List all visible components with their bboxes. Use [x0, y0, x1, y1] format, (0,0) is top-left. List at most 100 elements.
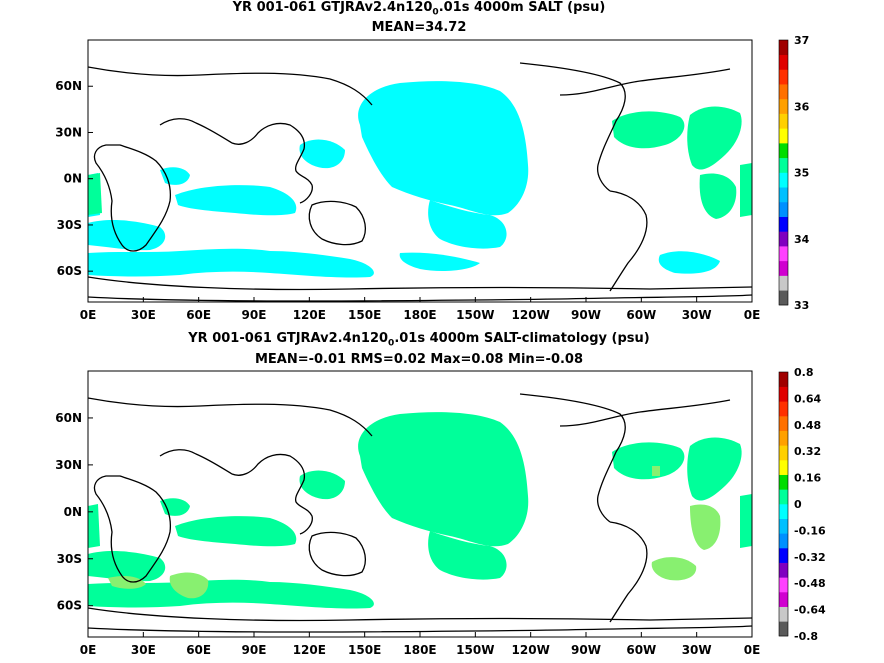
p2-xtick-label: 120E — [293, 643, 326, 657]
panel2-field-positive — [108, 466, 721, 599]
p2-colorbar-swatch — [779, 577, 788, 593]
p1-colorbar-swatch — [779, 246, 788, 262]
p1-colorbar-swatch — [779, 157, 788, 173]
p1-colorbar-swatch — [779, 290, 788, 306]
p1-colorbar-label: 34 — [794, 233, 810, 246]
p1-colorbar-label: 33 — [794, 299, 809, 312]
p1-ytick-label: 60N — [55, 79, 82, 93]
p2-colorbar-label: -0.16 — [794, 524, 826, 537]
p1-xtick-label: 90W — [571, 308, 601, 322]
panel2-field — [88, 412, 752, 609]
p2-xtick-label: 60W — [626, 643, 656, 657]
p2-xtick-label: 90E — [242, 643, 267, 657]
p2-colorbar-swatch — [779, 533, 788, 549]
p2-xtick-label: 0E — [744, 643, 761, 657]
p2-ytick-label: 60N — [55, 411, 82, 425]
p2-colorbar-swatch — [779, 548, 788, 563]
p2-xtick-label: 0E — [80, 643, 97, 657]
p2-colorbar-swatch — [779, 504, 788, 519]
p1-colorbar-swatch — [779, 275, 788, 291]
p2-colorbar-label: -0.32 — [794, 551, 826, 564]
p1-xtick-label: 150W — [456, 308, 494, 322]
p1-ytick-label: 60S — [57, 264, 82, 278]
p2-xtick-label: 60E — [186, 643, 211, 657]
panel2-title: YR 001-061 GTJRAv2.4n1200.01s 4000m SALT… — [188, 331, 650, 349]
panel1-map: 60N 30N 0N 30S 60S 0E 30E 60E 90E 120E 150E 180E 15… — [55, 34, 810, 322]
p2-colorbar-swatch — [779, 592, 788, 607]
p2-ytick-label: 30S — [57, 552, 82, 566]
panel2-coastlines — [88, 393, 752, 633]
panel2-subtitle: MEAN=-0.01 RMS=0.02 Max=0.08 Min=-0.08 — [254, 352, 584, 367]
panel2-map: 60N 30N 0N 30S 60S 0E 30E 60E 90E 120E 150E 180E 15… — [55, 366, 826, 657]
p1-colorbar-swatch — [779, 216, 788, 232]
p1-colorbar-label: 35 — [794, 167, 809, 180]
p1-xtick-label: 150E — [348, 308, 381, 322]
p2-ytick-label: 0N — [64, 505, 82, 519]
p2-colorbar-swatch — [779, 562, 788, 578]
p2-xtick-label: 150E — [348, 643, 381, 657]
p2-colorbar-label: 0.64 — [794, 392, 821, 405]
p2-xtick-label: 30E — [131, 643, 156, 657]
p2-xtick-label: 120W — [512, 643, 550, 657]
p1-colorbar-swatch — [779, 98, 788, 114]
p1-xtick-label: 60E — [186, 308, 211, 322]
p1-colorbar-swatch — [779, 187, 788, 203]
p1-ytick-label: 0N — [64, 172, 82, 186]
p1-colorbar-swatch — [779, 40, 788, 56]
p2-xtick-label: 30W — [682, 643, 712, 657]
p1-colorbar-swatch — [779, 84, 788, 100]
p1-xtick-label: 120W — [512, 308, 550, 322]
p2-ytick-label: 60S — [57, 599, 82, 613]
p1-colorbar-swatch — [779, 69, 788, 85]
p2-colorbar-label: -0.48 — [794, 577, 826, 590]
p2-colorbar-swatch — [779, 372, 788, 387]
p1-xtick-label: 60W — [626, 308, 656, 322]
p2-colorbar-label: 0.48 — [794, 419, 821, 432]
p1-xtick-label: 30E — [131, 308, 156, 322]
p1-colorbar-swatch — [779, 54, 788, 70]
p2-xtick-label: 150W — [456, 643, 494, 657]
p1-colorbar-swatch — [779, 201, 788, 217]
p1-colorbar-label: 37 — [794, 34, 809, 47]
p2-colorbar-swatch — [779, 416, 788, 431]
panel1-field-green — [88, 106, 752, 219]
p2-colorbar-swatch — [779, 401, 788, 417]
panel1-title: YR 001-061 GTJRAv2.4n1200.01s 4000m SALT… — [232, 0, 606, 18]
p2-colorbar-swatch — [779, 474, 788, 490]
p2-colorbar-swatch — [779, 445, 788, 461]
p2-colorbar-swatch — [779, 621, 788, 637]
p2-colorbar-swatch — [779, 430, 788, 446]
p1-colorbar-label: 36 — [794, 100, 810, 113]
p1-xtick-label: 30W — [682, 308, 712, 322]
p2-colorbar-frame — [778, 371, 789, 637]
p2-colorbar-label: -0.8 — [794, 630, 818, 643]
p1-colorbar-swatch — [779, 231, 788, 247]
p1-colorbar-frame — [778, 39, 789, 306]
p1-colorbar-swatch — [779, 260, 788, 276]
panel1-coastlines — [88, 62, 752, 302]
p2-ytick-label: 30N — [55, 458, 82, 472]
panel1-subtitle: MEAN=34.72 — [371, 20, 467, 35]
panel1-field — [88, 81, 720, 278]
p1-xtick-label: 90E — [242, 308, 267, 322]
p2-xtick-label: 180E — [403, 643, 436, 657]
p1-ytick-label: 30S — [57, 218, 82, 232]
p1-xtick-label: 0E — [744, 308, 761, 322]
p2-colorbar-swatch — [779, 606, 788, 622]
p2-colorbar-swatch — [779, 489, 788, 505]
p2-colorbar-swatch — [779, 518, 788, 534]
p2-colorbar-label: 0 — [794, 498, 802, 511]
p1-colorbar-swatch — [779, 143, 788, 159]
p2-xtick-label: 90W — [571, 643, 601, 657]
p1-colorbar-swatch — [779, 113, 788, 129]
p2-colorbar-swatch — [779, 460, 788, 475]
p1-xtick-label: 120E — [293, 308, 326, 322]
p2-colorbar-label: 0.8 — [794, 366, 814, 379]
p1-colorbar-swatch — [779, 172, 788, 188]
p2-colorbar-label: 0.16 — [794, 472, 821, 485]
p2-colorbar-swatch — [779, 386, 788, 402]
p2-colorbar-label: -0.64 — [794, 604, 826, 617]
p1-ytick-label: 30N — [55, 125, 82, 139]
p1-xtick-label: 180E — [403, 308, 436, 322]
p2-colorbar-label: 0.32 — [794, 445, 821, 458]
